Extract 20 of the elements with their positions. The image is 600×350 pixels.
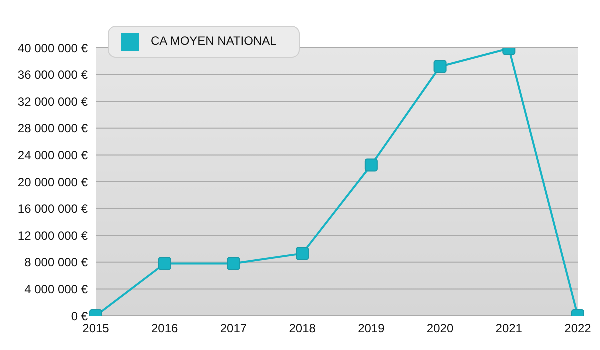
y-tick-label: 32 000 000 € bbox=[18, 94, 88, 109]
x-tick-label: 2018 bbox=[289, 322, 316, 336]
y-tick-label: 36 000 000 € bbox=[18, 68, 88, 82]
x-tick-label: 2020 bbox=[426, 322, 454, 336]
y-tick-label: 40 000 000 € bbox=[18, 41, 88, 56]
y-tick-label: 12 000 000 € bbox=[18, 228, 88, 243]
x-tick-label: 2015 bbox=[82, 322, 110, 336]
y-tick-label: 20 000 000 € bbox=[18, 175, 88, 190]
y-tick-label: 4 000 000 € bbox=[24, 282, 88, 296]
y-tick-label: 8 000 000 € bbox=[24, 256, 88, 270]
x-tick-label: 2021 bbox=[496, 322, 523, 336]
y-tick-label: 28 000 000 € bbox=[18, 122, 88, 136]
x-tick-label: 2019 bbox=[358, 322, 386, 336]
x-tick-label: 2016 bbox=[152, 322, 179, 336]
y-tick-label: 24 000 000 € bbox=[18, 148, 88, 162]
y-tick-label: 16 000 000 € bbox=[18, 202, 88, 216]
legend-label: CA MOYEN NATIONAL bbox=[151, 34, 277, 48]
x-tick-label: 2022 bbox=[564, 322, 592, 336]
y-tick-label: 0 € bbox=[71, 309, 88, 324]
x-tick-label: 2017 bbox=[220, 322, 248, 336]
